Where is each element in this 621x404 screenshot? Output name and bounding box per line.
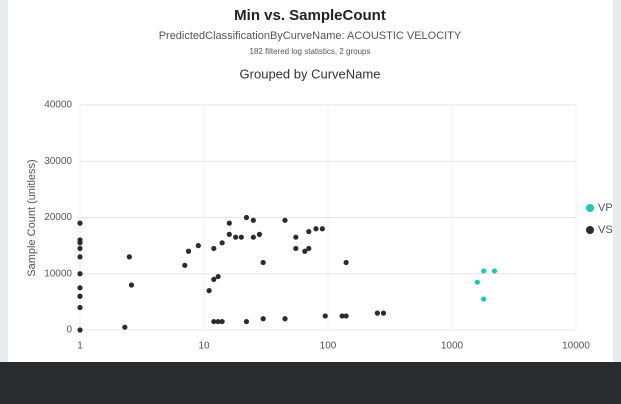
legend-label: VP [598, 202, 613, 214]
footer-band [0, 362, 621, 404]
x-tick-label: 10000 [562, 341, 590, 352]
point [77, 220, 83, 226]
x-tick-label: 100 [320, 341, 337, 352]
point [226, 231, 232, 237]
point [282, 316, 288, 322]
point [195, 243, 201, 249]
y-tick-label: 0 [66, 325, 72, 336]
y-tick-label: 40000 [44, 100, 72, 111]
point [77, 293, 83, 299]
point [77, 254, 83, 260]
point [77, 304, 83, 311]
point [77, 271, 83, 277]
point [313, 226, 319, 232]
point [481, 296, 487, 302]
x-tick-label: 10 [198, 341, 210, 352]
legend-label: VS [598, 224, 613, 236]
y-tick-label: 30000 [44, 156, 72, 167]
point [243, 318, 250, 325]
chart-subtitle: PredictedClassificationByCurveName: ACOU… [159, 30, 462, 42]
point [256, 231, 263, 237]
card [8, 0, 613, 362]
point [233, 234, 239, 240]
y-tick-label: 10000 [44, 268, 72, 279]
point [206, 288, 212, 294]
point [250, 217, 256, 223]
point [343, 259, 349, 266]
point [238, 234, 244, 240]
y-axis-label: Sample Count (unitless) [26, 159, 38, 276]
point [260, 316, 266, 322]
point [322, 313, 328, 319]
point [215, 273, 221, 280]
point [211, 318, 217, 325]
point [474, 279, 480, 285]
y-tick-label: 20000 [44, 212, 72, 223]
point [491, 268, 498, 274]
point [77, 285, 83, 291]
point [339, 313, 345, 319]
point [226, 220, 232, 226]
point [211, 245, 217, 252]
point [128, 282, 135, 288]
x-tick-label: 1 [77, 341, 83, 352]
point [302, 248, 308, 254]
point [250, 234, 256, 240]
point [343, 313, 349, 319]
point [219, 240, 225, 246]
point [481, 268, 487, 274]
point [126, 254, 132, 260]
point [219, 318, 225, 325]
point [374, 310, 380, 316]
group-title: Grouped by CurveName [240, 66, 381, 81]
legend-marker [586, 204, 594, 212]
point [122, 324, 128, 330]
point [77, 237, 83, 243]
x-tick-label: 1000 [441, 341, 464, 352]
point [282, 217, 288, 223]
point [77, 327, 83, 333]
point [306, 245, 312, 252]
chart-title: Min vs. SampleCount [234, 7, 386, 24]
legend-marker [586, 226, 594, 234]
chart-note: 182 filtered log statistics, 2 groups [250, 47, 371, 56]
point [319, 226, 325, 232]
point [293, 245, 299, 252]
point [243, 214, 250, 221]
point [260, 259, 266, 266]
point [185, 248, 192, 254]
point [211, 276, 217, 282]
point [293, 234, 299, 240]
point [215, 318, 221, 325]
point [182, 262, 188, 268]
point [380, 310, 387, 316]
point [77, 245, 83, 252]
point [306, 228, 312, 235]
